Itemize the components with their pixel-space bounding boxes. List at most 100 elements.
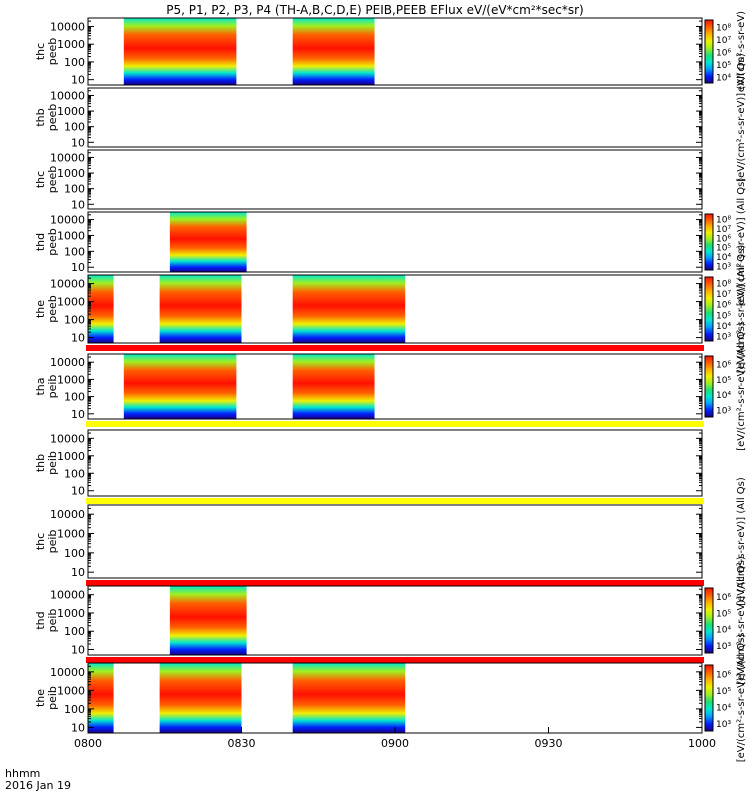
panel-label: peeb xyxy=(46,104,59,132)
colorbar-tick-label: 10⁶ xyxy=(716,49,731,59)
data-interval xyxy=(123,354,237,419)
quality-flag-bar xyxy=(86,345,704,351)
colorbar-tick-label: 10⁷ xyxy=(716,290,731,300)
colorbar-tick-label: 10⁴ xyxy=(716,626,731,636)
y-tick-label: 10000 xyxy=(50,214,85,227)
colorbar-tick-label: 10⁶ xyxy=(716,301,731,311)
panel-label: peeb xyxy=(46,38,59,66)
colorbar-tick-label: 10⁴ xyxy=(716,253,731,263)
data-interval xyxy=(292,354,375,419)
panel-frame xyxy=(87,149,703,210)
y-tick-label: 10 xyxy=(71,644,85,657)
colorbar-tick-label: 10⁶ xyxy=(716,234,731,244)
x-tick-label: 0900 xyxy=(381,737,409,750)
data-interval xyxy=(123,18,237,85)
quality-flag-bar xyxy=(86,657,704,663)
panel-label: peib xyxy=(46,530,59,554)
colorbar xyxy=(704,664,714,732)
time-axis: 0800 0830 0900 0930 1000 xyxy=(74,727,716,750)
colorbar-tick-label: 10⁸ xyxy=(716,279,731,289)
y-tick-label: 10 xyxy=(71,198,85,211)
y-tick-label: 100 xyxy=(64,467,85,480)
y-tick-label: 100 xyxy=(64,547,85,560)
colorbar xyxy=(704,587,714,654)
colorbar-tick-label: 10³ xyxy=(716,642,731,652)
y-tick-label: 10000 xyxy=(50,278,85,291)
y-tick-label: 100 xyxy=(64,391,85,404)
panel-label: tha xyxy=(34,377,47,395)
colorbar-tick-label: 10⁴ xyxy=(716,322,731,332)
data-interval xyxy=(169,212,247,272)
colorbar xyxy=(704,355,714,418)
data-interval xyxy=(88,663,114,733)
y-tick-label: 10 xyxy=(71,408,85,421)
y-tick-label: 10000 xyxy=(50,20,85,33)
colorbar-title: [eV/(cm²-s-sr-eV)] (All Qs) xyxy=(736,634,747,763)
y-tick-label: 1000 xyxy=(57,167,85,180)
panel-label: thc xyxy=(34,43,47,60)
colorbar-tick-label: 10³ xyxy=(716,333,731,343)
colorbar-tick-label: 10⁶ xyxy=(716,670,731,680)
colorbar-tick-label: 10⁵ xyxy=(716,609,731,619)
y-tick-label: 10 xyxy=(71,74,85,87)
colorbar-tick-label: 10⁵ xyxy=(716,311,731,321)
data-interval xyxy=(292,18,375,85)
figure-title: P5, P1, P2, P3, P4 (TH-A,B,C,D,E) PEIB,P… xyxy=(166,3,583,17)
y-tick-label: 1000 xyxy=(57,450,85,463)
colorbar-tick-label: 10⁶ xyxy=(716,593,731,603)
y-tick-label: 10 xyxy=(71,136,85,149)
colorbar-tick-label: 10³ xyxy=(716,720,731,730)
y-tick-label: 100 xyxy=(64,56,85,69)
colorbar-tick-label: 10³ xyxy=(716,406,731,416)
y-tick-label: 10000 xyxy=(50,89,85,102)
colorbar-tick-label: 10⁴ xyxy=(716,703,731,713)
panel-label: peib xyxy=(46,451,59,475)
quality-flag-bar xyxy=(86,580,704,586)
y-tick-label: 10000 xyxy=(50,151,85,164)
y-tick-label: 1000 xyxy=(57,296,85,309)
colorbar-tick-label: 10⁸ xyxy=(716,23,731,33)
colorbar-tick-label: 10⁶ xyxy=(716,361,731,371)
y-tick-label: 100 xyxy=(64,121,85,134)
time-axis-label-date: 2016 Jan 19 xyxy=(5,779,71,792)
quality-flag-bar xyxy=(86,498,704,504)
colorbar-title: [eV/(cm²-s-sr-eV)] (All Qs) xyxy=(736,178,747,307)
colorbar xyxy=(704,213,714,271)
x-tick-label: 0830 xyxy=(228,737,256,750)
y-tick-label: 10000 xyxy=(50,356,85,369)
data-interval xyxy=(159,275,242,343)
y-tick-label: 1000 xyxy=(57,684,85,697)
y-tick-label: 10000 xyxy=(50,589,85,602)
y-tick-label: 1000 xyxy=(57,528,85,541)
colorbar-tick-label: 10⁵ xyxy=(716,61,731,71)
panel-frame xyxy=(87,504,703,579)
y-tick-label: 1000 xyxy=(57,373,85,386)
y-tick-label: 10 xyxy=(71,261,85,274)
colorbar-tick-label: 10⁸ xyxy=(716,216,731,226)
panel-frame xyxy=(87,429,703,497)
y-tick-label: 100 xyxy=(64,703,85,716)
y-tick-label: 10000 xyxy=(50,666,85,679)
y-tick-label: 10 xyxy=(71,485,85,498)
x-tick-label: 0930 xyxy=(535,737,563,750)
x-tick-label: 1000 xyxy=(688,737,716,750)
y-tick-label: 10000 xyxy=(50,432,85,445)
y-tick-label: 10000 xyxy=(50,508,85,521)
y-tick-label: 10 xyxy=(71,332,85,345)
colorbar-tick-label: 10⁵ xyxy=(716,244,731,254)
colorbar-title: [eV/(cm²-s-sr-eV)] (All Qs) xyxy=(736,53,747,182)
colorbar-title: [eV/(cm²-s-sr-eV)] (All Qs) xyxy=(736,245,747,374)
colorbar-title: [eV/(cm²-s-sr-eV)] (All Qs) xyxy=(736,322,747,451)
panel-label: peib xyxy=(46,375,59,399)
y-tick-label: 100 xyxy=(64,245,85,258)
colorbar-title: eV/(cm²-s-sr-eV) xyxy=(736,11,747,92)
colorbar-title: [eV/(cm²-s-sr-eV)] (All Qs) xyxy=(736,556,747,685)
panel-frame xyxy=(87,87,703,148)
